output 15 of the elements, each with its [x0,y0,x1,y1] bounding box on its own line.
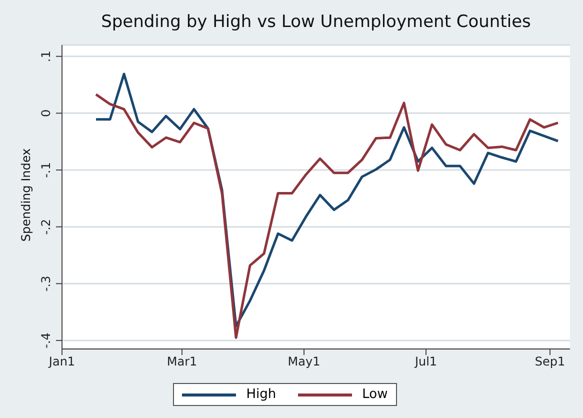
x-tick-label: May1 [288,354,320,369]
x-tick-label: Sep1 [534,354,566,369]
x-tick-label: Jul1 [414,354,438,369]
y-tick-label: -.3 [39,276,53,292]
y-tick-label: .1 [39,50,53,62]
chart-title: Spending by High vs Low Unemployment Counties [100,12,532,32]
x-tick-label: Jan1 [48,354,76,369]
x-tick-label: Mar1 [166,354,198,369]
y-tick-label: 0 [39,109,53,118]
legend-label: Low [361,387,388,402]
y-tick-label: -.4 [39,332,53,348]
y-tick-label: -.2 [39,218,53,235]
legend-label: High [245,387,276,402]
y-tick-label: -.1 [39,162,53,178]
y-axis-title: Spending Index [19,148,33,242]
